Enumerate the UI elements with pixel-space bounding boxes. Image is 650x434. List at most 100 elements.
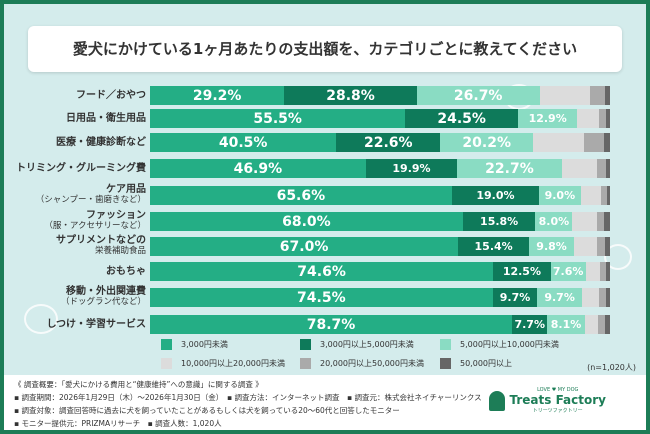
bar-segment	[600, 186, 608, 205]
footer-line: ▪ 調査対象：調査回答時に過去に犬を飼っていたことがあるもしくは犬を飼っている2…	[14, 406, 400, 415]
stacked-bar: 74.5% 9.7% 9.7%	[150, 288, 610, 307]
bar-segment	[589, 86, 605, 105]
bar-segment	[584, 315, 599, 334]
legend-label: 50,000円以上	[460, 359, 512, 368]
bar-segment-label: 22.7%	[457, 159, 562, 178]
footer-line: ▪ モニター提供元：PRIZMAリサーチ ▪ 調査人数：1,020人	[14, 419, 222, 428]
bar-segment	[599, 262, 606, 281]
bar-segment	[596, 159, 607, 178]
bar-segment-label: 22.6%	[336, 133, 441, 152]
stacked-bar: 55.5% 24.5% 12.9%	[150, 109, 610, 128]
category-name: トリミング・グルーミング費	[16, 163, 146, 174]
category-name: しつけ・学習サービス	[46, 319, 146, 330]
bar-segment	[596, 212, 605, 231]
bar-segment	[561, 159, 597, 178]
category-name: ケア用品	[106, 184, 146, 195]
bar-segment-label: 7.6%	[550, 262, 586, 281]
bar-segment-label: 9.7%	[537, 288, 582, 307]
bar-segment	[597, 237, 606, 256]
bar-segment-label: 46.9%	[150, 159, 366, 178]
bar-segment	[598, 109, 607, 128]
bar-segment-label: 15.4%	[458, 237, 530, 256]
survey-footer: 《 調査概要：「愛犬にかける費用と“健康維持”への意識」に関する調査 》 ▪ 調…	[4, 375, 646, 430]
legend-item: 3,000円以上5,000円未満	[300, 339, 414, 350]
stacked-bar: 29.2% 28.8% 26.7%	[150, 86, 610, 105]
bar-segment-label: 24.5%	[405, 109, 518, 128]
category-name: 日用品・衛生用品	[66, 113, 146, 124]
bar-segment-label: 9.7%	[492, 288, 538, 307]
bar-segment-label: 8.0%	[535, 212, 573, 231]
category-subname: （服・アクセサリーなど）	[44, 221, 146, 231]
stacked-bar: 74.6% 12.5% 7.6%	[150, 262, 610, 281]
logo-tagline: LOVE ♥ MY DOG	[537, 387, 579, 393]
bar-segment	[583, 133, 605, 152]
bar-segment	[585, 262, 600, 281]
bar-segment	[598, 315, 606, 334]
legend-swatch	[161, 339, 172, 350]
legend-swatch	[300, 358, 311, 369]
bar-segment	[577, 109, 599, 128]
category-subname: （シャンプー・歯磨きなど）	[35, 195, 146, 205]
category-label: 日用品・衛生用品	[66, 113, 146, 124]
category-label: 医療・健康診断など	[56, 137, 146, 148]
legend-label: 20,000円以上50,000円未満	[320, 359, 424, 368]
bar-segment-label: 15.8%	[462, 212, 536, 231]
bar-segment-label: 29.2%	[150, 86, 285, 105]
legend-item: 20,000円以上50,000円未満	[300, 358, 424, 369]
bar-segment-label: 40.5%	[150, 133, 337, 152]
category-name: フード／おやつ	[76, 90, 146, 101]
bar-segment	[607, 186, 610, 205]
bar-segment-label: 7.7%	[512, 315, 548, 334]
legend-item: 5,000円以上10,000円未満	[440, 339, 559, 350]
bar-segment-label: 78.7%	[150, 315, 513, 334]
bar-segment	[533, 133, 584, 152]
bar-segment-label: 68.0%	[150, 212, 463, 231]
legend-swatch	[440, 339, 451, 350]
stacked-bar: 65.6% 19.0% 9.0%	[150, 186, 610, 205]
bar-segment	[598, 288, 606, 307]
bar-segment	[539, 86, 590, 105]
category-label: おもちゃ	[106, 266, 146, 277]
category-label: ケア用品 （シャンプー・歯磨きなど）	[36, 184, 146, 206]
legend-swatch	[161, 358, 172, 369]
category-name: 医療・健康診断など	[56, 137, 146, 148]
bar-segment-label: 9.8%	[529, 237, 575, 256]
category-name: 移動・外出関連費	[66, 286, 146, 297]
bar-segment	[606, 159, 610, 178]
logo-sub: トリーツファクトリー	[532, 408, 583, 414]
category-subname: （ドッグラン代など）	[60, 297, 146, 307]
legend-label: 3,000円以上5,000円未満	[320, 340, 414, 349]
category-name: ファッション	[86, 210, 146, 221]
stacked-bar: 40.5% 22.6% 20.2%	[150, 133, 610, 152]
category-label: フード／おやつ	[76, 90, 146, 101]
logo-name: Treats Factory	[509, 393, 606, 407]
category-label: ファッション （服・アクセサリーなど）	[44, 210, 146, 232]
category-label: しつけ・学習サービス	[47, 319, 146, 330]
bar-segment	[604, 212, 610, 231]
bar-segment	[580, 186, 601, 205]
legend-item: 10,000円以上20,000円未満	[161, 358, 285, 369]
stacked-bar: 67.0% 15.4% 9.8%	[150, 237, 610, 256]
paw-decoration	[24, 304, 58, 334]
bar-segment-label: 9.0%	[539, 186, 581, 205]
chart-frame: 愛犬にかけている1ヶ月あたりの支出額を、カテゴリごとに教えてください フード／お…	[4, 4, 646, 430]
category-label: 移動・外出関連費 （ドッグラン代など）	[61, 286, 146, 308]
legend-label: 5,000円以上10,000円未満	[460, 340, 559, 349]
legend-label: 3,000円未満	[181, 340, 228, 349]
footer-line: ▪ 調査期間：2026年1月29日（木）～2026年1月30日（金） ▪ 調査方…	[14, 393, 482, 402]
bar-segment	[604, 86, 610, 105]
bar-segment	[604, 133, 610, 152]
stacked-bar: 68.0% 15.8% 8.0%	[150, 212, 610, 231]
chart-title: 愛犬にかけている1ヶ月あたりの支出額を、カテゴリごとに教えてください	[28, 26, 622, 72]
bar-segment-label: 74.5%	[150, 288, 493, 307]
category-subname: 栄養補助食品	[94, 246, 146, 256]
bar-segment	[574, 237, 598, 256]
bar-segment-label: 65.6%	[150, 186, 452, 205]
bar-segment-label: 55.5%	[150, 109, 406, 128]
bar-segment	[581, 288, 599, 307]
sample-size-note: (n=1,020人)	[587, 363, 636, 372]
legend-swatch	[440, 358, 451, 369]
paw-decoration	[604, 244, 632, 270]
bar-segment	[605, 288, 610, 307]
footer-line: 《 調査概要：「愛犬にかける費用と“健康維持”への意識」に関する調査 》	[14, 380, 263, 389]
